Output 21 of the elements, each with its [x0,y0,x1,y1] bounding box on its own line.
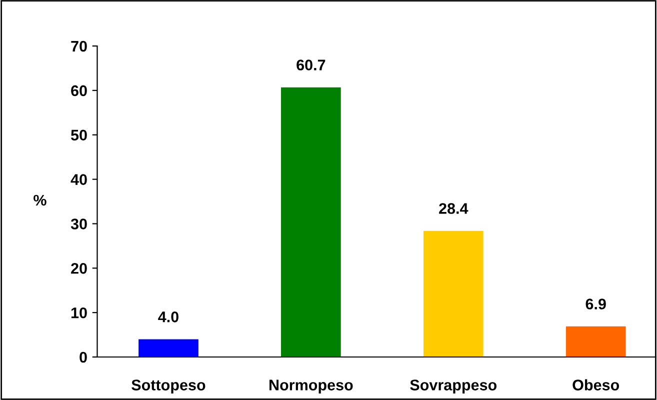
y-tick-label: 0 [80,352,87,363]
y-tick-label: 60 [71,85,87,96]
y-tick-label: 70 [71,40,87,52]
bar [138,339,198,357]
data-label: 4.0 [158,312,178,322]
y-axis-title: % [34,194,46,206]
y-tick-label: 10 [71,307,87,318]
bar [423,230,484,357]
x-tick-label: Sovrappeso [410,380,497,394]
data-label: 6.9 [586,298,606,310]
x-tick-label: Obeso [572,379,620,390]
x-tick-label: Sottopeso [132,380,206,394]
y-tick-label: 30 [70,218,87,230]
data-label: 60.7 [296,60,326,70]
y-tick-label: 50 [70,130,87,141]
y-tick-label: 20 [71,263,87,274]
x-tick-label: Normopeso [270,380,353,394]
y-tick-label: 40 [70,174,87,185]
bar [566,326,626,357]
bar [281,87,341,357]
data-label: 28.4 [439,203,468,214]
